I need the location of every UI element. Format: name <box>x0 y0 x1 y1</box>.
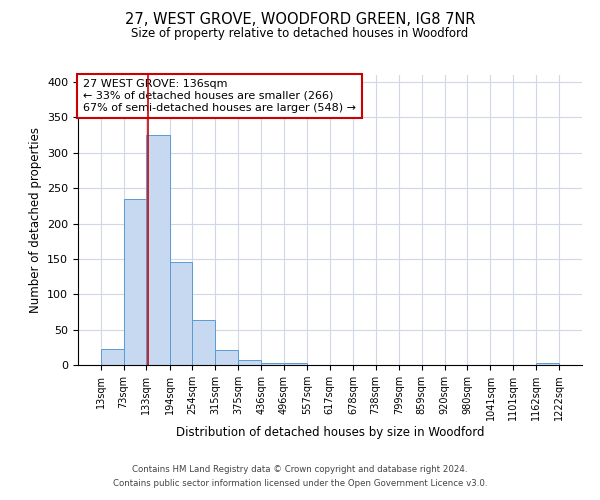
Text: Size of property relative to detached houses in Woodford: Size of property relative to detached ho… <box>131 28 469 40</box>
Text: 27, WEST GROVE, WOODFORD GREEN, IG8 7NR: 27, WEST GROVE, WOODFORD GREEN, IG8 7NR <box>125 12 475 28</box>
Bar <box>192 320 215 365</box>
Bar <box>146 135 170 365</box>
Text: Contains HM Land Registry data © Crown copyright and database right 2024.
Contai: Contains HM Land Registry data © Crown c… <box>113 466 487 487</box>
X-axis label: Distribution of detached houses by size in Woodford: Distribution of detached houses by size … <box>176 426 484 439</box>
Text: 27 WEST GROVE: 136sqm
← 33% of detached houses are smaller (266)
67% of semi-det: 27 WEST GROVE: 136sqm ← 33% of detached … <box>83 80 356 112</box>
Y-axis label: Number of detached properties: Number of detached properties <box>29 127 41 313</box>
Bar <box>536 363 559 365</box>
Bar <box>124 199 146 365</box>
Bar <box>215 350 238 365</box>
Bar <box>261 363 284 365</box>
Bar <box>284 363 307 365</box>
Bar <box>101 350 124 365</box>
Bar <box>170 262 192 365</box>
Bar <box>238 360 261 365</box>
